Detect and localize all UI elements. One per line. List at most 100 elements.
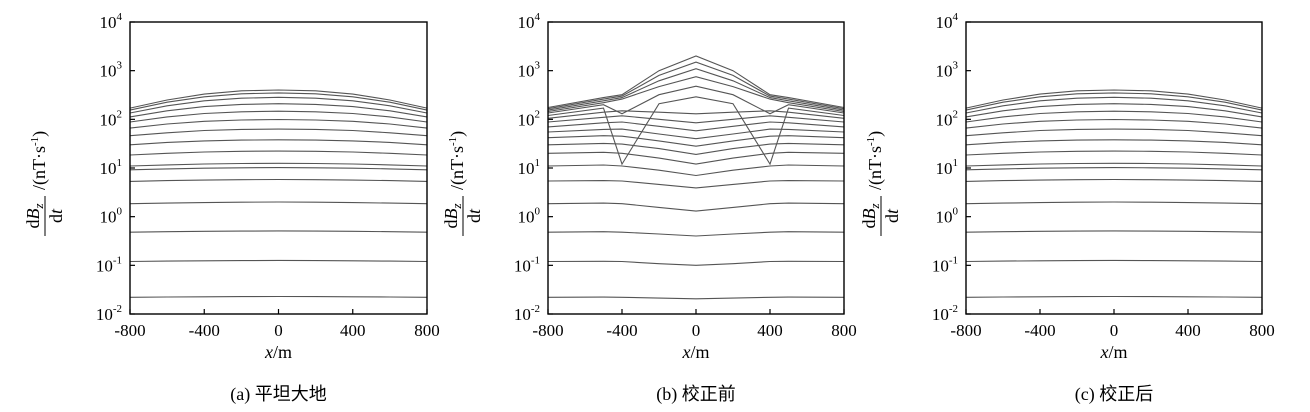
series-line-16 (129, 295, 428, 298)
svg-text:dBz: dBz (23, 203, 46, 228)
x-tick-label: -800 (532, 321, 563, 340)
panel-a: -800 -400 0 400 800 104 103 102 101 100 10-1 10-2 x/… (23, 11, 440, 405)
series-line-10 (965, 162, 1263, 167)
x-axis-label: x/m (264, 342, 292, 362)
panel-caption: (b) 校正前 (656, 384, 736, 405)
svg-text:/(nT·s-1): /(nT·s-1) (865, 131, 886, 190)
x-tick-label: -400 (606, 321, 637, 340)
series-line-11 (129, 167, 428, 171)
y-tick-label: 104 (936, 11, 959, 32)
series-line-12 (965, 178, 1263, 182)
y-tick-label: 10-1 (96, 254, 122, 275)
svg-text:dBz: dBz (859, 203, 882, 228)
x-axis-label: x/m (1099, 342, 1127, 362)
x-tick-label: 800 (831, 321, 857, 340)
series-line-11 (965, 167, 1263, 171)
y-tick-label: 102 (100, 108, 123, 129)
y-tick-label: 103 (100, 60, 123, 81)
series-line-6 (547, 96, 845, 166)
y-tick-label: 104 (100, 11, 123, 32)
x-tick-label: -400 (1024, 321, 1055, 340)
series-line-4 (965, 103, 1263, 118)
y-tick-label: 10-1 (932, 254, 958, 275)
series-line-6 (965, 118, 1263, 129)
series-line-16 (547, 202, 845, 212)
series-line-14 (965, 230, 1263, 233)
x-tick-label: 400 (340, 321, 366, 340)
x-tick-label: 400 (1175, 321, 1201, 340)
series-line-10 (129, 162, 428, 167)
series-line-7 (965, 128, 1263, 137)
y-tick-label: 100 (936, 206, 959, 227)
x-tick-label: 400 (757, 321, 783, 340)
svg-text:dt: dt (46, 208, 66, 223)
panel-caption: (c) 校正后 (1075, 384, 1153, 405)
series-line-13 (965, 201, 1263, 205)
series-line-10 (547, 128, 845, 140)
y-tick-label: 103 (936, 60, 959, 81)
series-line-5 (547, 85, 845, 115)
series-line-17 (547, 231, 845, 237)
series-line-9 (965, 150, 1263, 156)
x-tick-label: -800 (950, 321, 981, 340)
series-line-7 (129, 128, 428, 137)
series-line-8 (129, 139, 428, 146)
y-tick-label: 102 (936, 108, 959, 129)
plot-frame (547, 21, 845, 315)
panel-b: -800 -400 0 400 800 104 103 102 101 100 10-1 10-2 x/… (441, 11, 857, 405)
series-line-1 (129, 89, 428, 109)
panel-caption: (a) 平坦大地 (230, 384, 326, 405)
series-line-2 (965, 92, 1263, 111)
x-tick-label: 0 (1110, 321, 1119, 340)
svg-text:dt: dt (882, 208, 902, 223)
y-tick-label: 100 (518, 206, 541, 227)
svg-text:/(nT·s-1): /(nT·s-1) (29, 131, 50, 190)
y-tick-label: 104 (518, 11, 541, 32)
svg-text:dt: dt (464, 208, 484, 223)
series-line-7 (547, 110, 845, 119)
series-line-3 (547, 68, 845, 111)
series-line-18 (547, 260, 845, 266)
svg-text:dBz: dBz (441, 203, 464, 228)
y-tick-label: 101 (936, 157, 959, 178)
x-tick-label: 800 (1249, 321, 1275, 340)
series-line-15 (547, 180, 845, 189)
x-tick-label: 800 (414, 321, 440, 340)
series-line-13 (547, 151, 845, 165)
x-tick-label: 0 (274, 321, 283, 340)
series-group (547, 55, 845, 300)
series-line-1 (965, 89, 1263, 109)
series-group (965, 89, 1263, 298)
x-tick-label: -800 (114, 321, 145, 340)
series-line-14 (547, 164, 845, 177)
series-line-2 (547, 61, 845, 110)
y-tick-label: 10-2 (96, 303, 122, 324)
series-line-8 (965, 139, 1263, 146)
x-tick-label: -400 (189, 321, 220, 340)
series-line-6 (129, 118, 428, 129)
series-line-9 (129, 150, 428, 156)
series-line-3 (965, 96, 1263, 114)
panel-c: -800 -400 0 400 800 104 103 102 101 100 10-1 10-2 x/… (859, 11, 1275, 405)
y-tick-label: 10-2 (932, 303, 958, 324)
y-tick-label: 10-1 (514, 254, 540, 275)
x-axis-label: x/m (681, 342, 709, 362)
y-tick-label: 102 (518, 108, 541, 129)
series-line-19 (547, 296, 845, 300)
y-tick-label: 103 (518, 60, 541, 81)
series-line-12 (547, 142, 845, 155)
series-line-9 (547, 121, 845, 132)
series-line-15 (965, 259, 1263, 263)
series-line-15 (129, 259, 428, 263)
series-line-3 (129, 96, 428, 114)
series-line-2 (129, 92, 428, 111)
y-tick-label: 101 (518, 157, 541, 178)
y-tick-label: 10-2 (514, 303, 540, 324)
series-line-1 (547, 55, 845, 109)
series-line-12 (129, 178, 428, 182)
y-tick-label: 101 (100, 157, 123, 178)
series-line-13 (129, 201, 428, 205)
